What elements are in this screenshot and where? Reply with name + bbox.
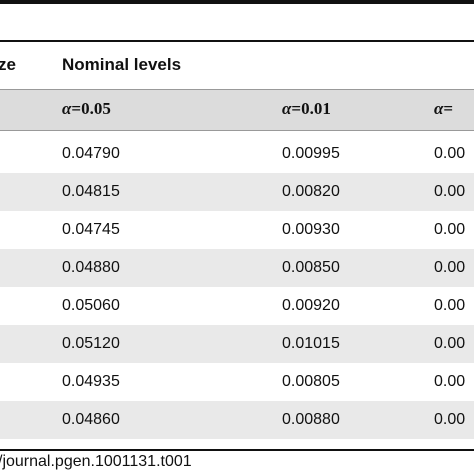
table-top-rule [0,0,474,4]
alpha-0-05-header: α=0.05 [62,99,111,118]
table-row: 0.04860 0.00880 0.00 [0,401,474,439]
cell-alpha-third: 0.00 [434,221,466,238]
cell-alpha-0-05: 0.04745 [62,221,120,238]
cell-alpha-third: 0.00 [434,335,466,352]
table-row: 0.04880 0.00850 0.00 [0,249,474,287]
cell-alpha-0-05: 0.04790 [62,145,120,162]
alpha-third-header: α= [434,99,454,118]
table-row: 0.05060 0.00920 0.00 [0,287,474,325]
cell-alpha-0-01: 0.01015 [282,335,340,352]
cell-alpha-0-01: 0.00995 [282,145,340,162]
table-row: 0.04745 0.00930 0.00 [0,211,474,249]
cell-alpha-third: 0.00 [434,145,466,162]
table-row: 0.04790 0.00995 0.00 [0,135,474,173]
cell-alpha-third: 0.00 [434,183,466,200]
table-bottom-rule [0,449,474,451]
doi-caption: /journal.pgen.1001131.t001 [0,453,192,470]
header-rule [0,40,474,42]
cell-alpha-third: 0.00 [434,259,466,276]
cell-alpha-0-05: 0.04935 [62,373,120,390]
cell-alpha-0-01: 0.00920 [282,297,340,314]
cell-alpha-0-05: 0.04815 [62,183,120,200]
alpha-0-01-header: α=0.01 [282,99,331,118]
table-row: 0.04815 0.00820 0.00 [0,173,474,211]
cell-alpha-third: 0.00 [434,373,466,390]
cell-alpha-0-01: 0.00850 [282,259,340,276]
table-row: 0.04935 0.00805 0.00 [0,363,474,401]
cell-alpha-0-05: 0.05060 [62,297,120,314]
cell-alpha-0-01: 0.00820 [282,183,340,200]
cell-alpha-0-01: 0.00880 [282,411,340,428]
cell-alpha-0-05: 0.04860 [62,411,120,428]
cell-alpha-third: 0.00 [434,297,466,314]
size-column-header: ze [0,55,16,74]
cell-alpha-0-05: 0.05120 [62,335,120,352]
cell-alpha-0-01: 0.00930 [282,221,340,238]
cell-alpha-0-01: 0.00805 [282,373,340,390]
table-row: 0.05120 0.01015 0.00 [0,325,474,363]
cell-alpha-0-05: 0.04880 [62,259,120,276]
alpha-header-band [0,89,474,131]
nominal-levels-header: Nominal levels [62,55,182,74]
cell-alpha-third: 0.00 [434,411,466,428]
